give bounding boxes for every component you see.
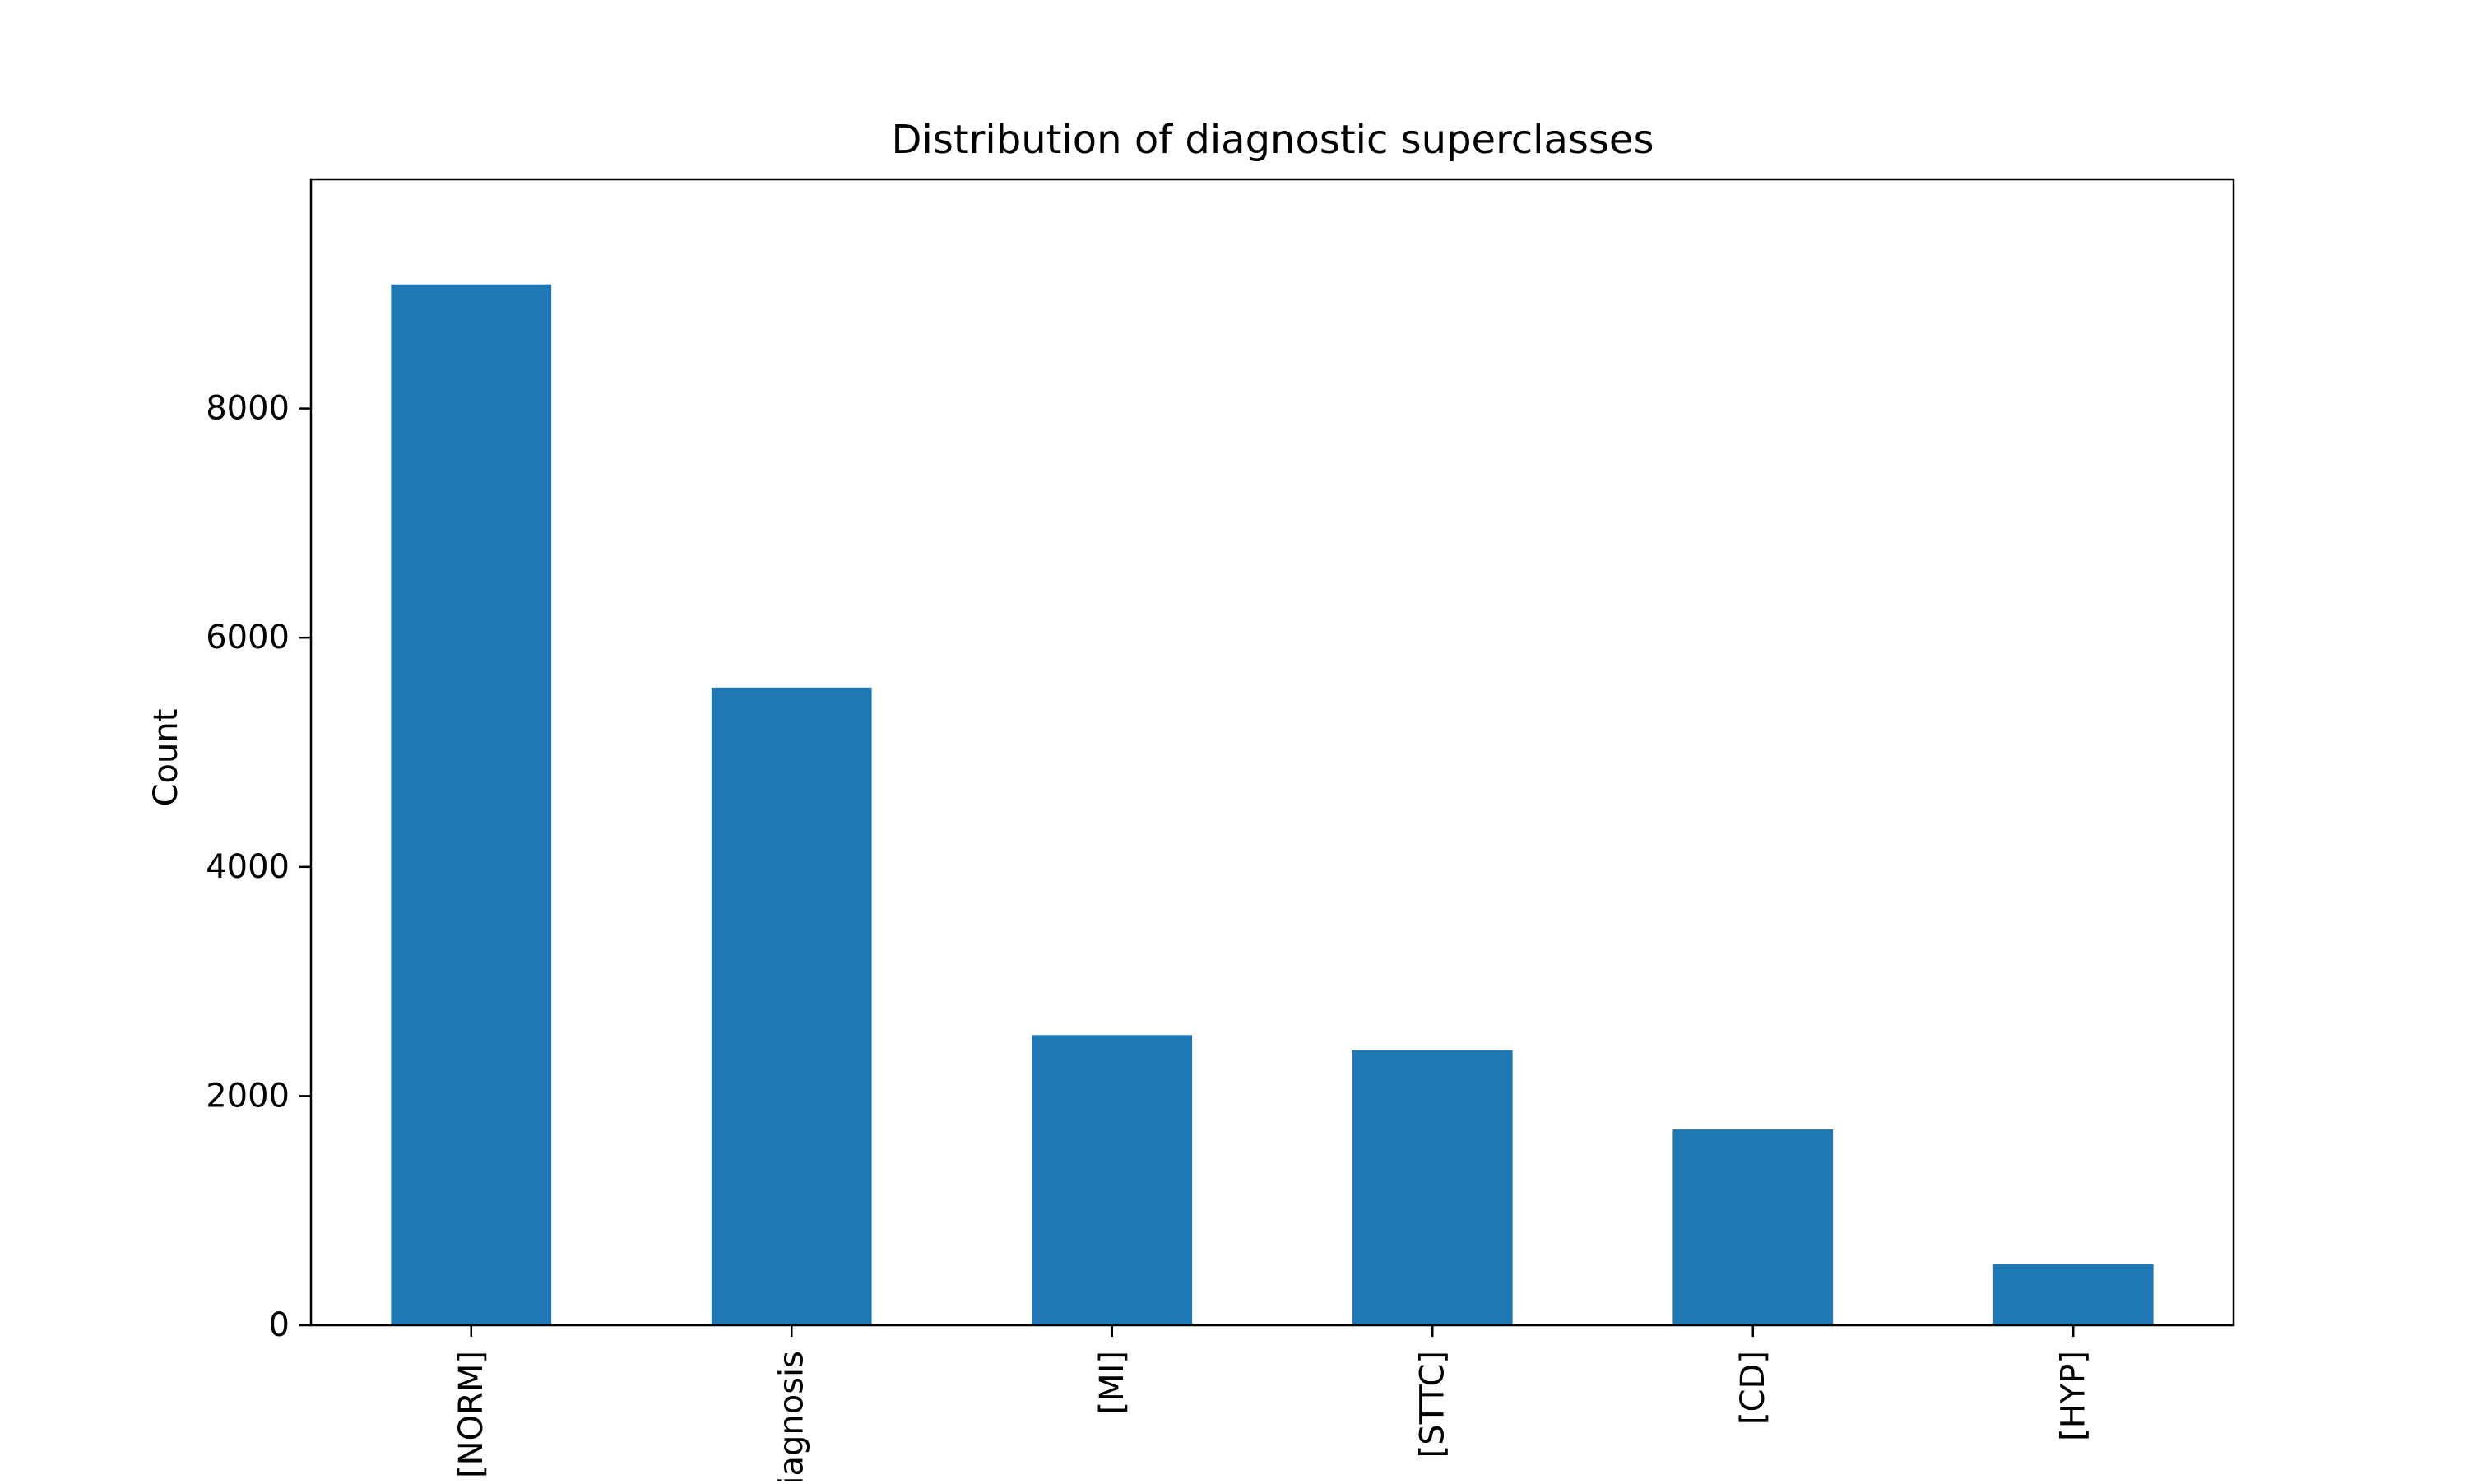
y-tick-label-2: 4000 <box>206 848 290 886</box>
x-tick-label-5: [HYP] <box>2054 1351 2092 1441</box>
bar-4 <box>1672 1129 1834 1325</box>
chart-title: Distribution of diagnostic superclasses <box>892 117 1654 163</box>
y-axis-ticks: 0 2000 4000 6000 8000 <box>206 390 311 1344</box>
y-tick-label-4: 8000 <box>206 390 290 428</box>
y-tick-label-3: 6000 <box>206 619 290 656</box>
x-tick-label-1: no diagnosis <box>772 1351 810 1481</box>
bar-0 <box>391 284 552 1326</box>
x-tick-label-3: [STTC] <box>1413 1351 1451 1458</box>
bar-1 <box>711 687 872 1325</box>
x-tick-label-0: [NORM] <box>452 1351 490 1478</box>
bar-5 <box>1992 1264 2154 1325</box>
x-tick-label-4: [CD] <box>1734 1351 1772 1425</box>
y-tick-label-1: 2000 <box>206 1077 290 1115</box>
bar-3 <box>1352 1050 1513 1325</box>
plot-area-frame <box>309 178 2235 1327</box>
y-tick-label-0: 0 <box>269 1306 290 1344</box>
x-axis-ticks: [NORM] no diagnosis [MI] [STTC] [CD] [HYP] <box>452 1325 2092 1481</box>
y-axis-label: Count <box>147 709 185 807</box>
bar-2 <box>1032 1035 1193 1325</box>
bars-group <box>391 284 2154 1326</box>
x-tick-label-2: [MI] <box>1093 1351 1131 1415</box>
